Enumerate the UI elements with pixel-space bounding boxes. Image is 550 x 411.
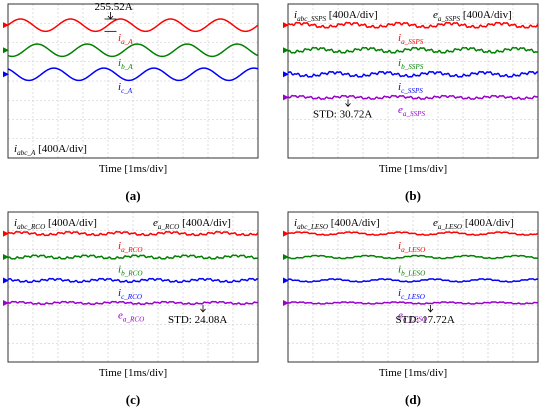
panel-label: (c) xyxy=(126,392,140,407)
arrow-down-icon xyxy=(200,304,206,313)
plot-frame xyxy=(287,3,539,159)
scale-label: iabc_LESO [400A/div] xyxy=(294,217,380,231)
plot-frame xyxy=(7,3,259,159)
channel-marker-icon xyxy=(283,277,289,284)
series-line-i-c_RCO xyxy=(7,277,259,284)
annotation-text: STD: 17.72A xyxy=(396,314,455,326)
arrow-down-icon xyxy=(107,12,114,20)
series-label-c_SSPS: ic_SSPS xyxy=(398,81,423,95)
annotation-text: 255.52A xyxy=(95,1,133,13)
series-line-i-b_LESO xyxy=(287,254,539,260)
channel-marker-icon xyxy=(3,254,9,260)
arrow-down-icon xyxy=(345,99,351,107)
panel-d: ia_LESO ib_LESO ic_LESO ea_LESO iabc_LESO [4… xyxy=(283,211,539,407)
channel-marker-icon xyxy=(3,277,9,284)
series-label-a_SSPS: ia_SSPS xyxy=(398,32,424,46)
series-line-i-c_A xyxy=(7,67,259,82)
series-label-b_RCO: ib_RCO xyxy=(118,263,143,277)
series-line-e-a_LESO xyxy=(287,301,539,305)
channel-marker-icon xyxy=(3,47,9,54)
annotation-text: STD: 24.08A xyxy=(168,314,227,326)
series-line-i-a_RCO xyxy=(7,230,259,237)
panel-label: (d) xyxy=(405,392,421,407)
panel-c: ia_RCO ib_RCO ic_RCO ea_RCO iabc_RCO [400A/d… xyxy=(3,211,259,407)
channel-marker-icon xyxy=(3,71,9,78)
scale-label: iabc_A [400A/div] xyxy=(14,143,87,157)
channel-marker-icon xyxy=(283,94,289,101)
series-label-c_LESO: ic_LESO xyxy=(398,287,425,301)
series-label-a_A: ia_A xyxy=(118,32,133,46)
panel-a: ia_A ib_A ic_A iabc_A [400A/div] 255.52A Time… xyxy=(3,1,259,203)
x-axis-label: Time [1ms/div] xyxy=(99,367,167,379)
channel-marker-icon xyxy=(283,47,289,54)
series-line-e-a_RCO xyxy=(7,300,259,306)
series-line-i-a_A xyxy=(7,18,259,33)
channel-marker-icon xyxy=(283,299,289,306)
channel-marker-icon xyxy=(283,22,289,29)
channel-marker-icon xyxy=(3,22,9,29)
series-label-c_A: ic_A xyxy=(118,81,133,95)
series-label-a_SSPS: ea_SSPS xyxy=(398,104,426,118)
panel-b: ia_SSPS ib_SSPS ic_SSPS ea_SSPS iabc_SSPS [4… xyxy=(283,3,539,203)
series-line-i-b_RCO xyxy=(7,254,259,260)
series-label-c_RCO: ic_RCO xyxy=(118,287,142,301)
series-label-a_RCO: ia_RCO xyxy=(118,240,143,254)
annotation-text: STD: 30.72A xyxy=(313,108,372,120)
series-label-a_LESO: ia_LESO xyxy=(398,240,425,254)
series-line-i-b_A xyxy=(7,43,259,58)
channel-marker-icon xyxy=(283,71,289,78)
plot-frame xyxy=(287,211,539,363)
arrow-down-icon xyxy=(427,304,434,313)
plot-frame xyxy=(7,211,259,363)
channel-marker-icon xyxy=(3,230,9,237)
scale-label-right: ea_SSPS [400A/div] xyxy=(433,9,512,23)
series-line-i-b_SSPS xyxy=(287,46,539,54)
series-label-a_RCO: ea_RCO xyxy=(118,309,144,323)
channel-marker-icon xyxy=(3,299,9,306)
series-line-e-a_SSPS xyxy=(287,94,539,100)
panel-label: (a) xyxy=(125,188,140,203)
series-label-b_LESO: ib_LESO xyxy=(398,263,425,277)
scale-label: iabc_SSPS [400A/div] xyxy=(294,9,378,23)
series-line-i-c_LESO xyxy=(287,278,539,283)
series-label-b_SSPS: ib_SSPS xyxy=(398,57,424,71)
panel-label: (b) xyxy=(405,188,421,203)
scale-label: iabc_RCO [400A/div] xyxy=(14,217,97,231)
series-label-a_LESO: ea_LESO xyxy=(398,309,427,323)
channel-marker-icon xyxy=(283,230,289,237)
scale-label-right: ea_LESO [400A/div] xyxy=(433,217,514,231)
x-axis-label: Time [1ms/div] xyxy=(379,367,447,379)
x-axis-label: Time [1ms/div] xyxy=(379,163,447,175)
series-line-i-c_SSPS xyxy=(287,70,539,78)
series-line-i-a_LESO xyxy=(287,231,539,236)
series-line-i-a_SSPS xyxy=(287,21,539,29)
series-label-b_A: ib_A xyxy=(118,57,133,71)
x-axis-label: Time [1ms/div] xyxy=(99,163,167,175)
scale-label-right: ea_RCO [400A/div] xyxy=(153,217,231,231)
channel-marker-icon xyxy=(283,254,289,260)
